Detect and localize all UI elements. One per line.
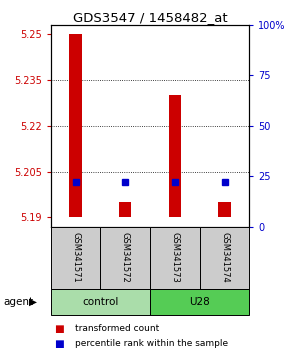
Bar [69,34,82,217]
Text: transformed count: transformed count [75,324,160,333]
Bar [150,227,200,289]
Text: GSM341572: GSM341572 [121,232,130,283]
Text: U28: U28 [189,297,210,307]
Text: ■: ■ [54,339,64,349]
Bar [119,202,131,217]
Bar [218,202,231,217]
Title: GDS3547 / 1458482_at: GDS3547 / 1458482_at [73,11,227,24]
Text: ■: ■ [54,324,64,333]
Text: GSM341573: GSM341573 [171,232,180,283]
Text: ▶: ▶ [29,297,37,307]
Bar [51,289,150,315]
Text: percentile rank within the sample: percentile rank within the sample [75,339,229,348]
Text: GSM341571: GSM341571 [71,232,80,283]
Bar [100,227,150,289]
Bar [150,289,249,315]
Bar [51,227,100,289]
Text: control: control [82,297,119,307]
Bar [200,227,249,289]
Bar [169,95,181,217]
Text: GSM341574: GSM341574 [220,232,229,283]
Text: agent: agent [3,297,33,307]
